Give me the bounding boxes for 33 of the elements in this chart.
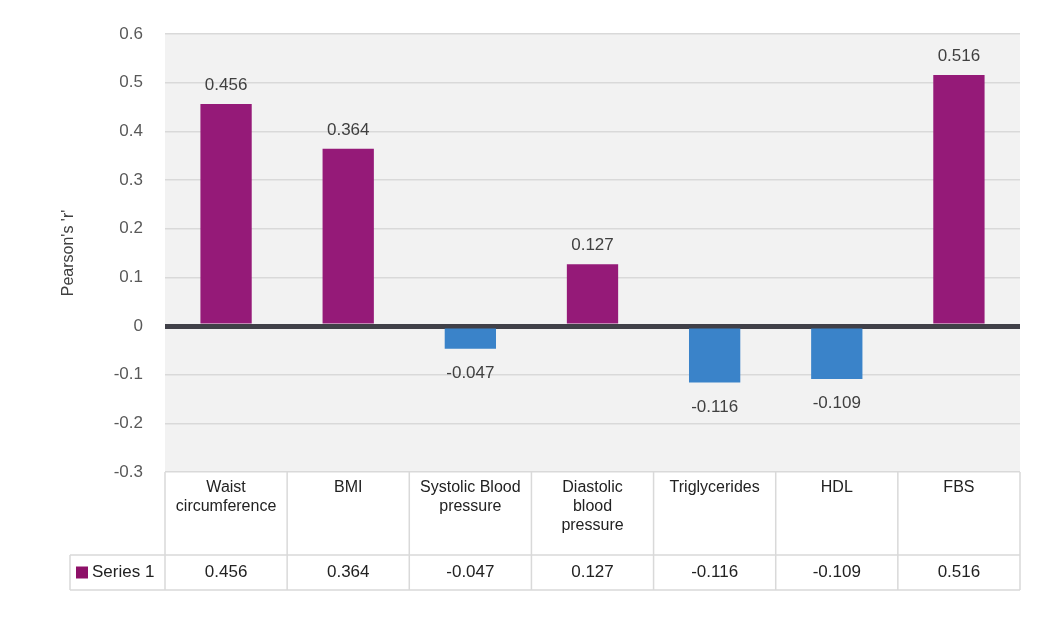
y-tick-label: -0.1 — [113, 364, 143, 384]
y-tick-label: 0.6 — [119, 23, 143, 43]
legend-label: Series 1 — [92, 562, 155, 582]
y-axis-title: Pearson's 'r' — [59, 209, 77, 297]
y-tick-label: 0.1 — [119, 267, 143, 287]
data-label: -0.116 — [691, 562, 739, 582]
data-label: 0.364 — [326, 562, 370, 582]
x-tick-label: Systolic Blood pressure — [420, 478, 521, 515]
data-label: 0.127 — [571, 562, 614, 582]
annotation: 0.364 — [326, 120, 370, 140]
y-tick-label: -0.2 — [113, 413, 143, 433]
x-tick-label: BMI — [333, 478, 363, 496]
x-tick-label: Waist circumference — [175, 478, 277, 515]
annotation: -0.116 — [691, 396, 739, 416]
annotation: 0.127 — [571, 235, 614, 255]
data-label: -0.047 — [446, 562, 495, 582]
y-tick-label: 0.5 — [119, 72, 143, 92]
x-tick-label: Triglycerides — [669, 478, 760, 496]
x-tick-label: FBS — [943, 478, 975, 496]
data-label: -0.109 — [812, 562, 861, 582]
y-tick-label: 0 — [133, 315, 143, 335]
x-tick-label: Diastolic blood pressure — [561, 478, 624, 534]
x-tick-label: HDL — [820, 478, 853, 496]
data-label: 0.456 — [204, 562, 248, 582]
annotation: 0.516 — [937, 46, 981, 66]
annotation: -0.047 — [446, 363, 495, 383]
y-tick-label: 0.4 — [119, 121, 143, 141]
y-tick-label: -0.3 — [113, 461, 143, 481]
y-tick-label: 0.3 — [119, 169, 143, 189]
annotation: 0.456 — [204, 75, 248, 95]
annotation: -0.109 — [812, 393, 861, 413]
y-tick-label: 0.2 — [119, 218, 143, 238]
data-label: 0.516 — [937, 562, 981, 582]
